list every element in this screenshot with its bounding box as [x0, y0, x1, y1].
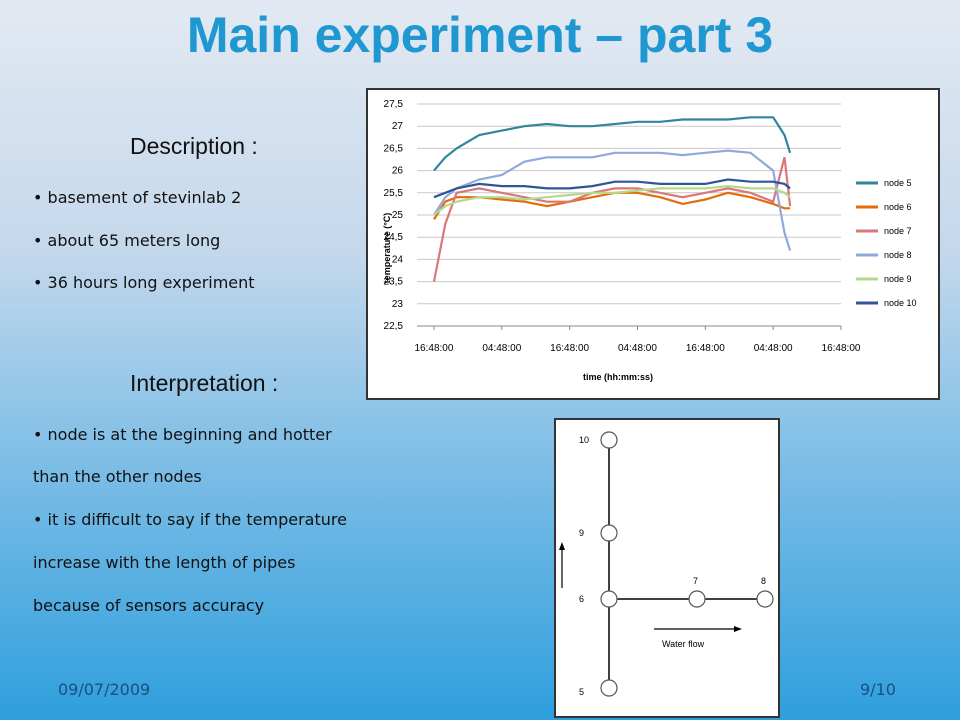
text-line: increase with the length of pipes: [33, 553, 296, 572]
x-tick-label: 04:48:00: [618, 343, 657, 354]
node-label: 6: [579, 594, 584, 604]
series-line: [433, 149, 792, 251]
node: [688, 590, 706, 608]
section-heading: Interpretation :: [130, 370, 279, 396]
x-tick-label: 16:48:00: [686, 343, 725, 354]
diagram-frame: [554, 418, 780, 718]
y-axis-title: temperature (°C): [382, 213, 392, 284]
y-tick-label: 23,5: [384, 277, 404, 288]
x-tick-label: 16:48:00: [550, 343, 589, 354]
x-axis-title: time (hh:mm:ss): [583, 372, 653, 382]
bullet: 36 hours long experiment: [33, 273, 255, 292]
page-number: 9/10: [860, 680, 896, 699]
y-tick-label: 22,5: [384, 321, 404, 332]
node: [600, 590, 618, 608]
bullet: about 65 meters long: [33, 231, 221, 250]
legend-label: node 10: [884, 298, 917, 308]
node: [600, 524, 618, 542]
y-tick-label: 24,5: [384, 232, 404, 243]
x-tick-label: 04:48:00: [482, 343, 521, 354]
y-tick-label: 23: [392, 299, 404, 310]
y-tick-label: 27,5: [384, 99, 404, 110]
legend-label: node 9: [884, 274, 912, 284]
diagram: Water flow 10 9 6 7 8 5: [554, 418, 780, 718]
footer-date: 09/07/2009: [58, 680, 151, 699]
y-tick-label: 25: [392, 210, 404, 221]
text-line: because of sensors accuracy: [33, 596, 265, 615]
series-line: [433, 116, 792, 172]
legend-label: node 7: [884, 226, 912, 236]
x-tick-label: 16:48:00: [822, 343, 861, 354]
node-label: 5: [579, 687, 584, 697]
text-line: than the other nodes: [33, 467, 202, 486]
flow-label: Water flow: [662, 639, 705, 649]
y-tick-label: 24: [392, 254, 404, 265]
series-line: [433, 178, 791, 199]
flow-arrow-head: [734, 626, 742, 632]
node-label: 10: [579, 435, 589, 445]
legend-label: node 5: [884, 178, 912, 188]
node-label: 7: [693, 576, 698, 586]
bullet: basement of stevinlab 2: [33, 188, 242, 207]
series-line: [432, 157, 792, 282]
node-label: 9: [579, 528, 584, 538]
flow-arrow-head: [559, 542, 565, 550]
node: [600, 679, 618, 697]
node: [756, 590, 774, 608]
slide-title: Main experiment – part 3: [186, 7, 774, 63]
legend-label: node 6: [884, 202, 912, 212]
node: [600, 431, 618, 449]
y-tick-label: 26,5: [384, 143, 404, 154]
node-label: 8: [761, 576, 766, 586]
legend-label: node 8: [884, 250, 912, 260]
series-line: [433, 184, 791, 216]
y-tick-label: 26: [392, 166, 404, 177]
chart: temperature (°C) time (hh:mm:ss) 22,5 23 2…: [366, 88, 940, 400]
x-tick-label: 04:48:00: [754, 343, 793, 354]
section-heading: Description :: [130, 133, 258, 159]
chart-frame: [366, 88, 940, 400]
y-tick-label: 27: [392, 121, 404, 132]
text-line: • it is difficult to say if the temperat…: [33, 510, 347, 529]
x-tick-label: 16:48:00: [414, 343, 453, 354]
y-tick-label: 25,5: [384, 188, 404, 199]
text-line: • node is at the beginning and hotter: [33, 425, 332, 444]
